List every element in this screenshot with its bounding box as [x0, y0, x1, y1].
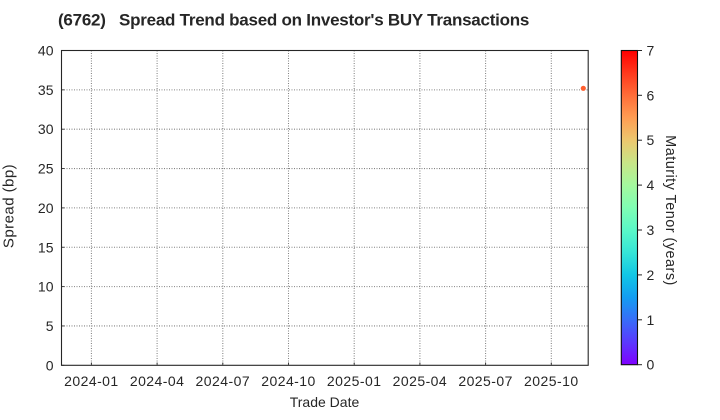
- svg-text:2025-10: 2025-10: [524, 373, 579, 389]
- svg-text:10: 10: [38, 279, 54, 295]
- svg-text:25: 25: [38, 161, 54, 177]
- svg-text:40: 40: [38, 43, 54, 59]
- svg-text:35: 35: [38, 82, 54, 98]
- svg-text:20: 20: [38, 200, 54, 216]
- svg-text:Maturity Tenor (years): Maturity Tenor (years): [662, 135, 678, 286]
- svg-text:5: 5: [46, 318, 54, 334]
- svg-text:15: 15: [38, 239, 54, 255]
- svg-text:2025-04: 2025-04: [393, 373, 448, 389]
- svg-text:2025-07: 2025-07: [458, 373, 513, 389]
- svg-text:(6762) Spread Trend based on: (6762) Spread Trend based on Investor's …: [58, 11, 529, 30]
- svg-text:4: 4: [647, 177, 655, 193]
- svg-text:7: 7: [647, 43, 655, 59]
- svg-text:0: 0: [647, 357, 655, 373]
- svg-text:1: 1: [647, 312, 655, 328]
- svg-text:6: 6: [647, 87, 655, 103]
- svg-text:2024-04: 2024-04: [130, 373, 185, 389]
- svg-text:30: 30: [38, 121, 54, 137]
- svg-text:2024-10: 2024-10: [261, 373, 316, 389]
- svg-text:2: 2: [647, 267, 655, 283]
- svg-text:2024-01: 2024-01: [64, 373, 119, 389]
- svg-text:2024-07: 2024-07: [196, 373, 251, 389]
- svg-text:Spread (bp): Spread (bp): [1, 164, 18, 248]
- svg-text:Trade Date: Trade Date: [290, 394, 360, 410]
- svg-text:2025-01: 2025-01: [327, 373, 382, 389]
- svg-text:5: 5: [647, 132, 655, 148]
- svg-text:0: 0: [46, 357, 54, 373]
- svg-text:3: 3: [647, 222, 655, 238]
